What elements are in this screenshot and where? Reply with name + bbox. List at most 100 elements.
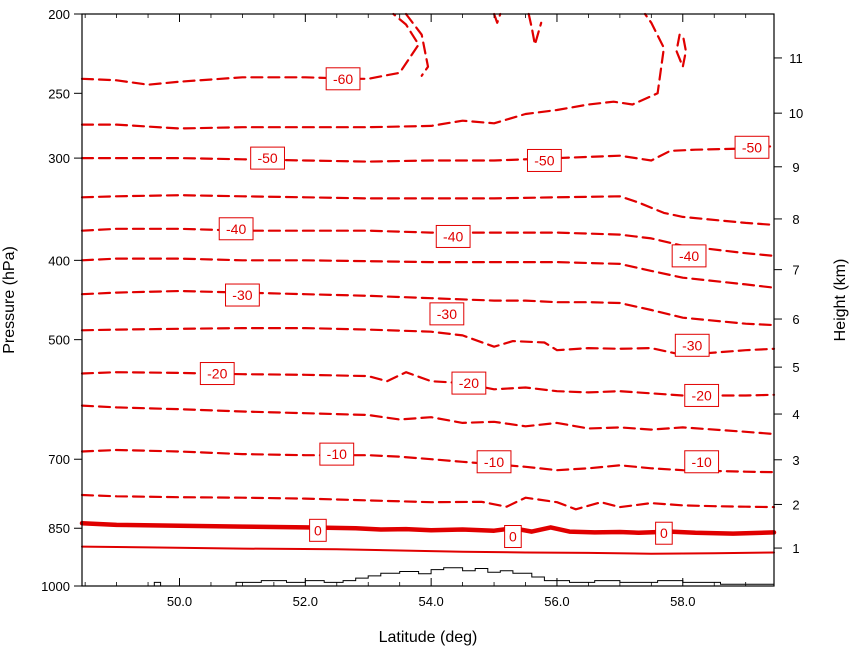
contour-label-text: 0 <box>509 529 517 545</box>
contour-label-text: -30 <box>232 287 252 303</box>
contour-label: -60 <box>325 67 361 91</box>
contour-label-text: -50 <box>257 150 277 166</box>
y-left-tick-label: 500 <box>48 333 70 348</box>
contour-label-text: -30 <box>682 337 702 353</box>
contour-label-box <box>435 224 471 248</box>
contour-label-text: -30 <box>437 306 457 322</box>
y-left-tick-label: 700 <box>48 452 70 467</box>
contour-label-box <box>655 521 673 545</box>
contour-label: -50 <box>734 135 770 159</box>
contour-line-m60-14 <box>404 12 430 77</box>
contour-label-text: -40 <box>226 221 246 237</box>
y-left-tick-label: 200 <box>48 7 70 22</box>
contour-label-text: -20 <box>207 366 227 382</box>
y-axis-left-title: Pressure (hPa) <box>1 246 18 354</box>
contour-label: -30 <box>225 283 260 307</box>
contour-label-text: -10 <box>484 454 504 470</box>
contour-label: -20 <box>684 383 720 407</box>
contour-label-text: -40 <box>679 248 699 264</box>
y-axis-left: 200 250 300 400 500 700 850 1000 <box>41 7 82 594</box>
contour-line-m10-3 <box>80 448 776 474</box>
contour-label-box <box>218 217 254 241</box>
contour-label-text: -40 <box>443 228 463 244</box>
contour-line-m50-11 <box>80 145 776 163</box>
y-right-tick-label: 5 <box>792 360 799 375</box>
contour-label-text: 0 <box>660 525 668 541</box>
y-right-tick-label: 1 <box>792 541 799 556</box>
contour-line-m15-4 <box>80 404 776 436</box>
y-left-tick-label: 400 <box>48 253 70 268</box>
contour-line-m35-8 <box>80 257 776 289</box>
contour-label-box <box>199 362 235 386</box>
contour-label-text: -10 <box>692 454 712 470</box>
y-right-tick-label: 8 <box>792 212 799 227</box>
contour-label: -50 <box>250 146 285 170</box>
contour-label-box <box>504 525 522 549</box>
contour-label-text: 0 <box>314 522 322 538</box>
contour-label-box <box>734 135 770 159</box>
contour-label-text: -50 <box>742 139 762 155</box>
y-left-tick-label: 300 <box>48 151 70 166</box>
contour-line-5-0 <box>81 545 775 555</box>
contour-label-box <box>684 450 720 474</box>
contour-line-m60-15 <box>527 12 543 46</box>
contour-label: -30 <box>429 302 465 326</box>
contour-labels-layer: 0 0 0 -10 -10 -10 -20 -20 -20 -30 -30 -30 -40 -40 -40 -… <box>199 67 770 549</box>
contour-label-box <box>429 302 465 326</box>
y-right-tick-label: 10 <box>789 106 803 121</box>
contour-line-m5-2 <box>80 493 776 511</box>
contour-label-box <box>250 146 285 170</box>
contour-label: -20 <box>451 371 487 395</box>
contour-label-text: -20 <box>692 387 712 403</box>
contour-label: -20 <box>199 362 235 386</box>
terrain-layer <box>82 567 774 587</box>
x-tick-label: 54.0 <box>418 594 443 609</box>
contour-label-box <box>325 67 361 91</box>
x-tick-label: 58.0 <box>670 594 695 609</box>
contour-label-box <box>674 333 710 357</box>
contour-line-m30-7 <box>80 289 776 327</box>
contour-label-box <box>476 450 512 474</box>
y-left-tick-label: 250 <box>48 86 70 101</box>
y-axis-right-title: Height (km) <box>832 259 849 342</box>
y-right-tick-label: 7 <box>792 263 799 278</box>
contour-label: -30 <box>674 333 710 357</box>
contour-label-text: -20 <box>459 375 479 391</box>
contour-label: 0 <box>504 525 522 549</box>
contour-label: 0 <box>309 518 327 542</box>
contour-label: -10 <box>319 442 355 466</box>
contour-line-m20-5 <box>80 371 776 397</box>
x-tick-label: 56.0 <box>544 594 569 609</box>
contour-label: -40 <box>218 217 254 241</box>
contour-line-0-1 <box>79 520 777 536</box>
contour-label: 0 <box>655 521 673 545</box>
contour-line-m55-12 <box>80 12 665 130</box>
y-right-tick-label: 2 <box>792 497 799 512</box>
contour-label: -40 <box>671 244 707 268</box>
contour-label: -10 <box>684 450 720 474</box>
plot-frame <box>81 13 775 587</box>
contour-label-text: -60 <box>333 71 353 87</box>
contour-line-m60-17 <box>675 33 687 68</box>
y-left-tick-label: 1000 <box>41 579 70 594</box>
contour-label: -50 <box>526 148 562 172</box>
contour-label: -10 <box>476 450 512 474</box>
contour-label-box <box>451 371 487 395</box>
x-tick-label: 52.0 <box>293 594 318 609</box>
contour-line-m60-16 <box>493 12 502 24</box>
contour-line-m25-6 <box>80 327 776 357</box>
y-right-tick-label: 3 <box>792 453 799 468</box>
contour-label-box <box>526 148 562 172</box>
y-axis-right: 1 2 3 4 5 6 7 8 9 10 11 <box>774 51 803 556</box>
contour-label-box <box>309 518 327 542</box>
contour-label-box <box>671 244 707 268</box>
contour-line-m45-10 <box>80 194 776 226</box>
x-axis-title: Latitude (deg) <box>379 629 478 646</box>
terrain-outline <box>82 567 774 587</box>
y-right-tick-label: 4 <box>792 407 799 422</box>
contour-label-box <box>225 283 260 307</box>
y-left-tick-label: 850 <box>48 521 70 536</box>
